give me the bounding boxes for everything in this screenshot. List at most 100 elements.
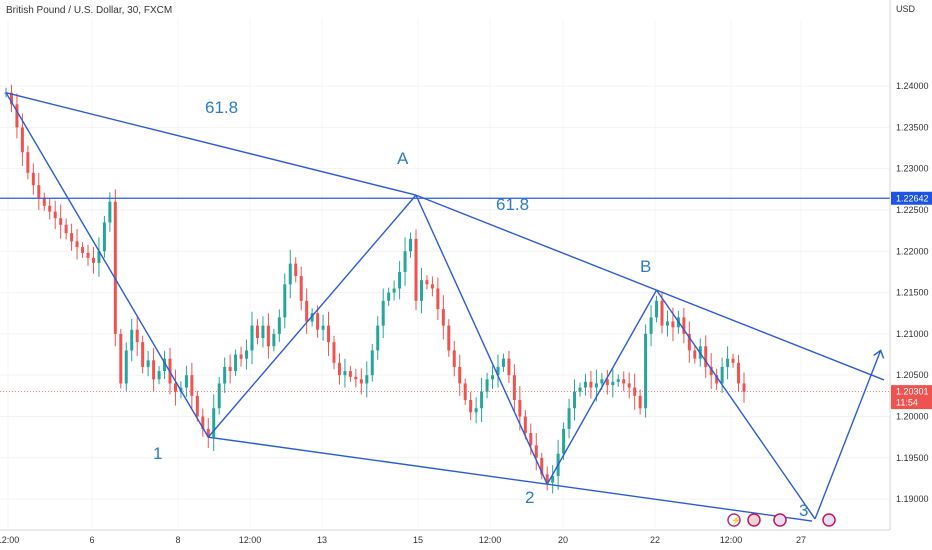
dividend-event-icon[interactable] [727,513,741,527]
y-tick-label-7: 1.20500 [896,370,929,380]
upper-fib-line-2[interactable] [415,194,885,381]
y-tick-label-6: 1.21000 [896,329,929,339]
candle-22 [124,342,128,392]
time-axis[interactable]: 12:00 6 8 12:00 13 15 12:00 20 22 12:00 27 [0,529,890,545]
y-tick-label-2: 1.23000 [896,164,929,174]
candle-4 [26,145,30,180]
arrow-head [873,349,885,359]
wave-segment-3[interactable] [546,289,658,485]
candle-99 [545,466,549,491]
candle-134 [737,354,741,392]
candle-67 [370,343,374,382]
candle-131 [720,357,724,393]
candle-103 [567,398,571,439]
currency-label: USD [896,4,916,14]
candle-81 [447,319,451,357]
candle-88 [485,372,489,399]
candle-29 [163,350,167,379]
svg-text:11:54: 11:54 [896,398,918,408]
candles [4,84,746,494]
candle-113 [622,371,626,392]
candle-133 [731,353,735,368]
y-tick-label-9: 1.19500 [896,453,929,463]
fib-label-1: 61.8 [205,98,238,117]
candle-77 [425,275,429,290]
candle-117 [644,324,648,418]
candle-13 [75,228,79,260]
candle-97 [534,433,538,471]
us-flag-event-icon-2[interactable] [822,513,836,527]
wave-drawings[interactable] [5,92,885,522]
y-tick-label-10: 1.19000 [896,494,929,504]
wave-segment-5[interactable] [814,350,882,520]
candle-87 [480,377,484,423]
candle-58 [321,314,325,341]
candle-129 [709,353,713,390]
lower-trend-line-2[interactable] [547,483,813,522]
candle-112 [616,374,620,387]
candle-75 [414,229,418,311]
wave-label-1: 1 [153,444,162,463]
wave-label-a: A [397,149,409,168]
candle-53 [294,257,298,283]
candle-3 [20,113,24,167]
candle-82 [452,340,456,377]
candle-52 [288,249,292,299]
candle-14 [81,242,85,258]
candle-27 [152,347,156,392]
candle-43 [239,346,243,367]
x-tick-label-6: 12:00 [479,535,502,545]
y-tick-label-3: 1.22500 [896,205,929,215]
candle-116 [638,389,642,415]
wave-segment-4[interactable] [655,289,816,520]
gridlines [0,20,890,528]
chart-title: British Pound / U.S. Dollar, 30, FXCM [6,5,172,16]
x-tick-label-8: 22 [650,535,660,545]
upper-fib-line-1[interactable] [5,92,417,196]
candle-100 [551,465,555,494]
wave-label-b: B [640,257,651,276]
svg-text:⚡: ⚡ [731,515,741,525]
x-tick-label-10: 27 [796,535,806,545]
wave-segment-1[interactable] [207,194,417,438]
candle-39 [217,377,221,415]
candle-80 [441,295,445,340]
candle-107 [589,370,593,399]
uk-flag-event-icon[interactable] [747,513,761,527]
candle-105 [578,382,582,397]
candle-9 [53,200,57,230]
candle-48 [266,313,270,359]
candle-121 [665,310,669,337]
candle-38 [212,394,216,452]
candle-44 [245,339,249,370]
candle-41 [228,354,232,384]
x-tick-label-1: 6 [89,535,94,545]
us-flag-event-icon[interactable] [773,513,787,527]
candle-26 [146,350,150,377]
candle-92 [507,350,511,384]
candle-12 [70,223,74,251]
candle-104 [573,379,577,421]
lower-trend-line-1[interactable] [208,436,548,485]
wave-label-2: 2 [525,488,534,507]
candle-45 [250,311,254,365]
candle-111 [611,369,615,398]
candle-36 [201,408,205,437]
candle-50 [277,309,281,342]
candle-37 [206,417,210,449]
candle-56 [310,308,314,327]
candle-76 [419,267,423,314]
candle-2 [15,93,19,139]
candle-85 [469,392,473,421]
wave-segment-0[interactable] [5,92,209,438]
candle-55 [305,288,309,334]
x-tick-label-3: 12:00 [239,535,262,545]
wave-segment-2[interactable] [415,194,548,485]
price-axis[interactable]: 1.24000 1.23500 1.23000 1.22500 1.22000 1.215… [889,0,929,530]
event-icons[interactable]: ⚡ [727,513,836,527]
candle-86 [474,397,478,424]
candle-49 [272,328,276,352]
candle-61 [337,353,341,385]
candle-115 [633,373,637,410]
